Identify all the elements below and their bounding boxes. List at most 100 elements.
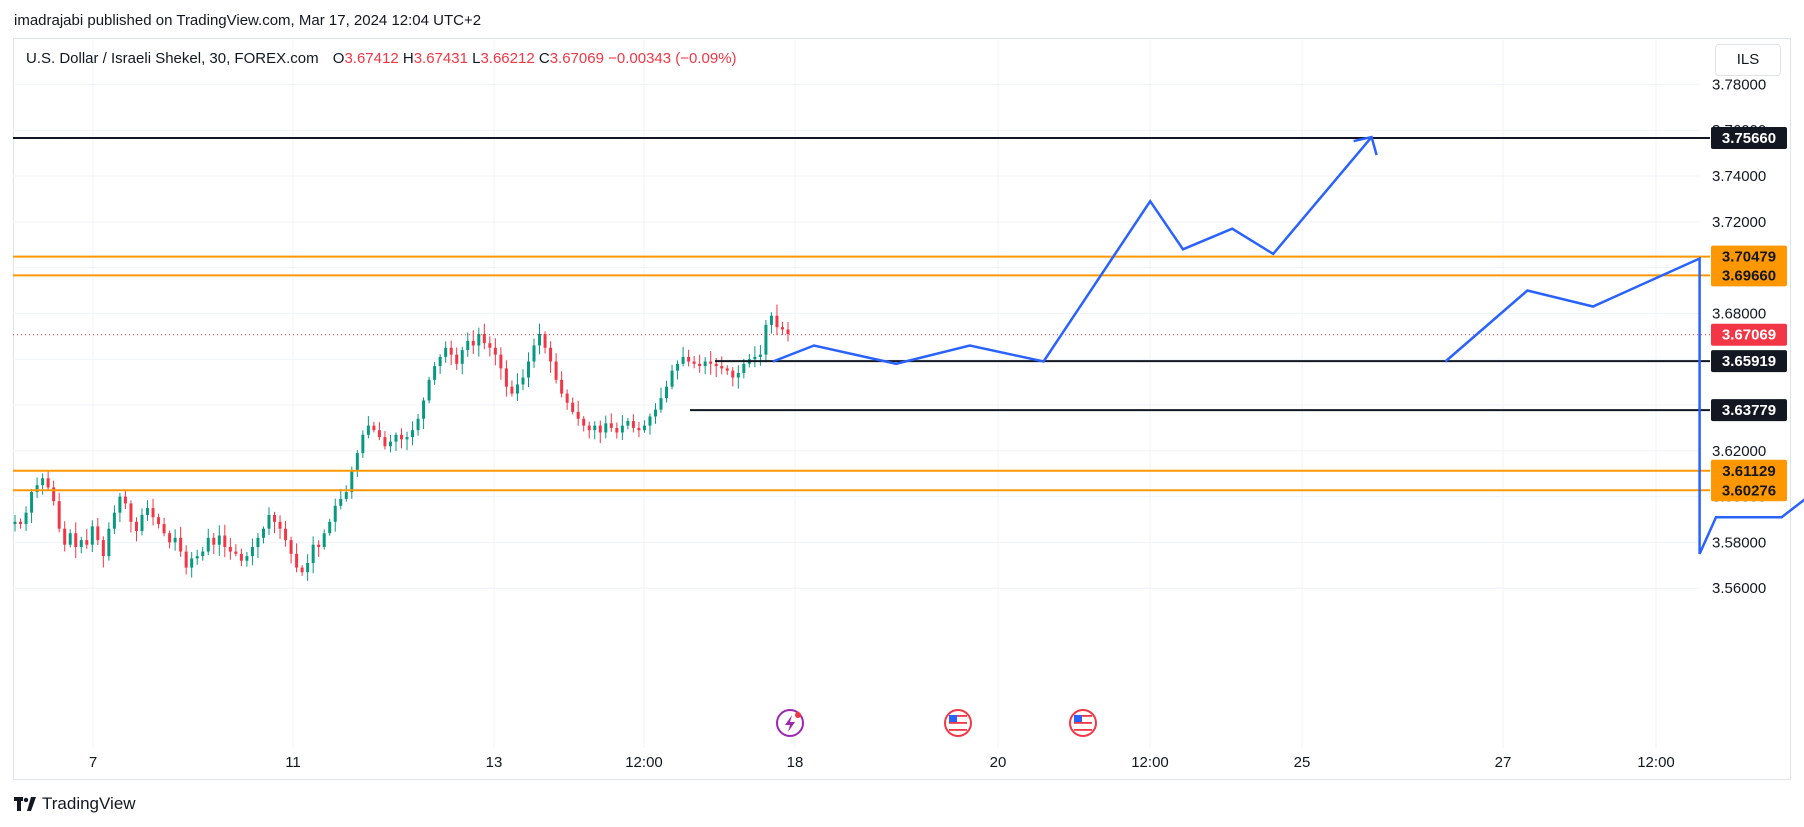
candle-body bbox=[239, 553, 243, 561]
candle-body bbox=[609, 423, 613, 428]
candle-body bbox=[681, 356, 685, 364]
candle-body bbox=[273, 514, 277, 522]
candle-body bbox=[433, 366, 437, 380]
candle-body bbox=[543, 334, 547, 348]
candle-body bbox=[449, 347, 453, 355]
candle-body bbox=[775, 315, 779, 328]
time-tick-label: 13 bbox=[486, 754, 503, 771]
candle-body bbox=[637, 427, 641, 431]
candle-body bbox=[653, 409, 657, 417]
level-tag-label: 3.60276 bbox=[1722, 482, 1776, 499]
candle-body bbox=[217, 535, 221, 545]
time-tick-label: 12:00 bbox=[1131, 754, 1169, 771]
candle-body bbox=[515, 384, 519, 394]
close-value: 3.67069 bbox=[549, 50, 604, 67]
candle-body bbox=[328, 521, 332, 534]
price-tick-label: 3.62000 bbox=[1712, 443, 1766, 460]
candle-body bbox=[725, 368, 729, 371]
candle-body bbox=[753, 356, 757, 360]
price-tick-label: 3.72000 bbox=[1712, 214, 1766, 231]
candle-body bbox=[118, 496, 122, 513]
footer-brand-text: TradingView bbox=[42, 794, 136, 813]
candle-body bbox=[201, 551, 205, 557]
low-value: 3.66212 bbox=[480, 50, 535, 67]
candle-body bbox=[129, 503, 133, 522]
tradingview-logo-icon bbox=[14, 797, 36, 811]
candle-body bbox=[642, 425, 646, 431]
level-price-tag: 3.70479 bbox=[1711, 245, 1787, 268]
candle-body bbox=[151, 508, 155, 518]
candle-body bbox=[687, 356, 691, 362]
candle-body bbox=[245, 556, 249, 561]
candle-body bbox=[74, 533, 78, 547]
publisher-line: imadrajabi published on TradingView.com,… bbox=[14, 12, 482, 29]
candle-body bbox=[13, 521, 17, 525]
level-tag-bg bbox=[1711, 127, 1787, 149]
projection-path bbox=[772, 136, 1373, 366]
horizontal-levels bbox=[13, 137, 1710, 492]
candle-body bbox=[267, 514, 271, 529]
candle-body bbox=[322, 533, 326, 547]
candle-body bbox=[670, 370, 674, 387]
current-tag-bg bbox=[1711, 323, 1787, 346]
open-label: O bbox=[332, 50, 345, 67]
candle-body bbox=[46, 478, 50, 488]
candle-body bbox=[284, 528, 288, 541]
high-value: 3.67431 bbox=[413, 50, 468, 67]
candle-body bbox=[488, 343, 492, 348]
candle-body bbox=[306, 563, 310, 573]
candle-body bbox=[736, 372, 740, 378]
candle-body bbox=[134, 521, 138, 531]
lightning-icon[interactable] bbox=[776, 709, 804, 737]
candle-body bbox=[769, 315, 773, 325]
candle-body bbox=[35, 485, 39, 493]
candle-body bbox=[659, 398, 663, 410]
candle-body bbox=[256, 537, 260, 547]
candle-body bbox=[714, 363, 718, 367]
candle-body bbox=[261, 528, 265, 538]
level-tag-label: 3.65919 bbox=[1722, 353, 1776, 370]
level-tag-label: 3.70479 bbox=[1722, 249, 1776, 266]
candle-body bbox=[317, 544, 321, 547]
candle-body bbox=[383, 437, 387, 447]
current-price-tag: 3.67069 bbox=[1711, 323, 1787, 346]
candle-body bbox=[665, 386, 669, 399]
candle-body bbox=[173, 537, 177, 543]
projection-arrowhead bbox=[1353, 135, 1378, 156]
candle-body bbox=[604, 423, 608, 433]
ohlc-legend: U.S. Dollar / Israeli Shekel, 30, FOREX.… bbox=[26, 50, 737, 67]
candle-body bbox=[482, 334, 486, 344]
close-label: C bbox=[538, 50, 550, 67]
time-tick-label: 7 bbox=[89, 754, 97, 771]
candle-body bbox=[212, 537, 216, 545]
candle-body bbox=[57, 501, 61, 529]
candle-body bbox=[466, 340, 470, 351]
candle-body bbox=[593, 425, 597, 431]
currency-button[interactable]: ILS bbox=[1715, 44, 1781, 76]
level-tag-bg bbox=[1711, 264, 1787, 287]
candle-body bbox=[499, 354, 503, 369]
candle-body bbox=[780, 327, 784, 330]
candle-body bbox=[377, 430, 381, 438]
price-tick-label: 3.58000 bbox=[1712, 534, 1766, 551]
symbol-title[interactable]: U.S. Dollar / Israeli Shekel, 30, FOREX.… bbox=[26, 50, 319, 67]
candle-body bbox=[350, 471, 354, 493]
candle-body bbox=[576, 411, 580, 419]
candle-body bbox=[422, 400, 426, 419]
footer-brand[interactable]: TradingView bbox=[14, 794, 136, 814]
candle-body bbox=[223, 535, 227, 547]
candle-body bbox=[709, 361, 713, 364]
candle-body bbox=[85, 540, 89, 545]
time-tick-label: 18 bbox=[787, 754, 804, 771]
candle-body bbox=[758, 354, 762, 357]
level-tag-label: 3.63779 bbox=[1722, 402, 1776, 419]
open-value: 3.67412 bbox=[344, 50, 399, 67]
candle-body bbox=[146, 508, 150, 515]
candle-body bbox=[560, 379, 564, 394]
time-tick-label: 20 bbox=[990, 754, 1007, 771]
us-flag-icon[interactable] bbox=[944, 709, 972, 737]
level-tag-label: 3.61129 bbox=[1722, 463, 1775, 480]
us-flag-icon[interactable] bbox=[1069, 709, 1097, 737]
